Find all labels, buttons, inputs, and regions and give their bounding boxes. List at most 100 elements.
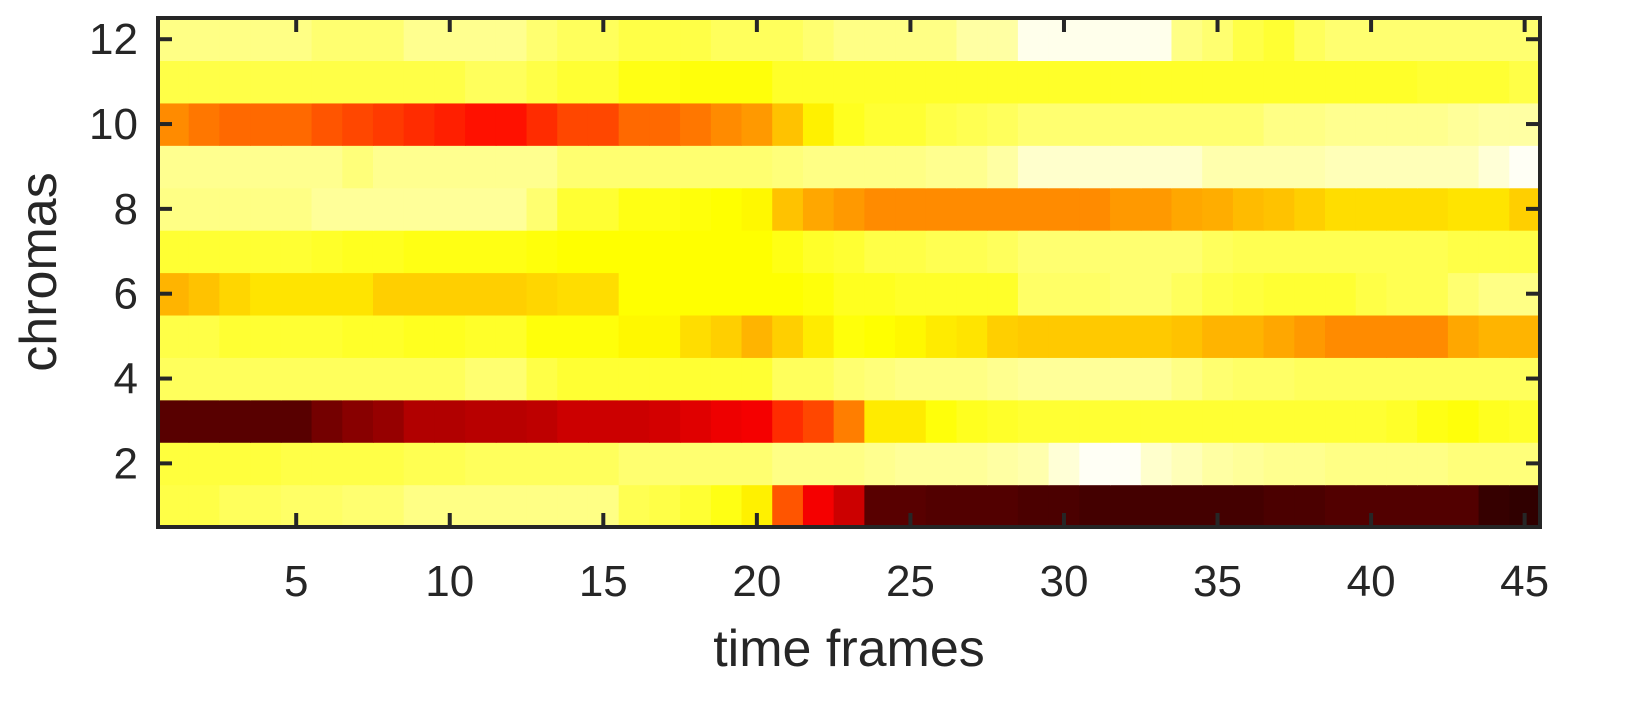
heatmap-cell — [1263, 442, 1295, 486]
heatmap-cell — [219, 357, 251, 401]
heatmap-cell — [1294, 18, 1326, 62]
heatmap-cell — [1017, 314, 1050, 358]
heatmap-cell — [1171, 399, 1203, 443]
heatmap-cell — [587, 272, 620, 316]
heatmap-cell — [1171, 102, 1203, 146]
heatmap-cell — [1325, 230, 1357, 274]
heatmap-cell — [1202, 314, 1234, 358]
heatmap-cell — [1478, 187, 1510, 231]
heatmap-cell — [1232, 484, 1265, 528]
heatmap-cell — [587, 442, 620, 486]
heatmap-cell — [587, 357, 620, 401]
heatmap-cell — [1110, 484, 1142, 528]
heatmap-cell — [1294, 442, 1326, 486]
heatmap-cell — [1509, 145, 1541, 189]
heatmap-cell — [557, 187, 589, 231]
heatmap-cell — [557, 60, 589, 104]
heatmap-cell — [1386, 230, 1418, 274]
heatmap-cell — [987, 484, 1019, 528]
heatmap-cell — [649, 442, 681, 486]
heatmap-cell — [772, 484, 804, 528]
heatmap-cell — [1110, 272, 1142, 316]
x-tick-label: 25 — [886, 557, 935, 606]
heatmap-cell — [710, 442, 743, 486]
heatmap-cell — [587, 230, 620, 274]
heatmap-cell — [1048, 145, 1080, 189]
heatmap-cell — [1509, 230, 1541, 274]
heatmap-cell — [250, 102, 282, 146]
y-tick-label: 8 — [114, 185, 138, 234]
heatmap-cell — [1079, 18, 1111, 62]
heatmap-cell — [1110, 230, 1142, 274]
heatmap-cell — [188, 145, 221, 189]
heatmap-cell — [864, 484, 896, 528]
heatmap-cell — [802, 187, 835, 231]
heatmap-cell — [372, 442, 405, 486]
heatmap-cell — [1202, 187, 1234, 231]
heatmap-cell — [219, 102, 251, 146]
heatmap-cell — [403, 60, 435, 104]
heatmap-cell — [1263, 357, 1295, 401]
heatmap-cell — [342, 60, 374, 104]
heatmap-cell — [219, 18, 251, 62]
heatmap-cell — [925, 442, 958, 486]
heatmap-cell — [833, 187, 865, 231]
heatmap-cell — [1232, 60, 1265, 104]
heatmap-cell — [833, 18, 865, 62]
heatmap-cell — [372, 102, 405, 146]
y-tick-label: 4 — [114, 355, 138, 404]
heatmap-cell — [557, 230, 589, 274]
heatmap-cell — [741, 272, 773, 316]
x-tick-label: 15 — [579, 557, 628, 606]
heatmap-cell — [1325, 314, 1357, 358]
heatmap-cell — [1202, 145, 1234, 189]
heatmap-cell — [864, 399, 896, 443]
heatmap-cell — [772, 60, 804, 104]
heatmap-cell — [649, 484, 681, 528]
heatmap-cell — [1202, 60, 1234, 104]
heatmap-cell — [1386, 357, 1418, 401]
heatmap-cell — [557, 484, 589, 528]
heatmap-cell — [1355, 102, 1388, 146]
heatmap-cell — [895, 442, 927, 486]
heatmap-cell — [895, 102, 927, 146]
heatmap-cell — [465, 484, 497, 528]
heatmap-cell — [188, 357, 221, 401]
heatmap-cell — [864, 102, 896, 146]
y-tick-labels: 2 4 6 8 10 12 — [89, 15, 138, 488]
heatmap-cell — [618, 60, 650, 104]
heatmap-cell — [465, 357, 497, 401]
heatmap-cell — [372, 187, 405, 231]
heatmap-cell — [372, 484, 405, 528]
heatmap-cell — [434, 272, 466, 316]
heatmap-cell — [741, 102, 773, 146]
heatmap-cell — [895, 399, 927, 443]
heatmap-cell — [1294, 399, 1326, 443]
heatmap-cell — [1386, 145, 1418, 189]
heatmap-cell — [1048, 230, 1080, 274]
heatmap-cell — [741, 230, 773, 274]
heatmap-cell — [158, 230, 190, 274]
heatmap-cell — [465, 272, 497, 316]
heatmap-cell — [1386, 102, 1418, 146]
heatmap-cell — [1079, 314, 1111, 358]
heatmap-cell — [1140, 357, 1173, 401]
heatmap-cell — [1079, 399, 1111, 443]
heatmap-cell — [526, 442, 558, 486]
heatmap-cell — [557, 314, 589, 358]
x-tick-label: 5 — [284, 557, 308, 606]
heatmap-cell — [1355, 145, 1388, 189]
heatmap-cell — [680, 272, 712, 316]
heatmap-cell — [557, 272, 589, 316]
heatmap-cell — [311, 60, 343, 104]
heatmap-cell — [587, 60, 620, 104]
heatmap-cell — [680, 442, 712, 486]
heatmap-cell — [1447, 187, 1480, 231]
heatmap-cell — [618, 314, 650, 358]
heatmap-cell — [1447, 314, 1480, 358]
heatmap-cell — [311, 272, 343, 316]
heatmap-cell — [495, 145, 528, 189]
heatmap-cell — [1048, 399, 1080, 443]
heatmap-cell — [188, 484, 221, 528]
heatmap-cell — [1325, 145, 1357, 189]
